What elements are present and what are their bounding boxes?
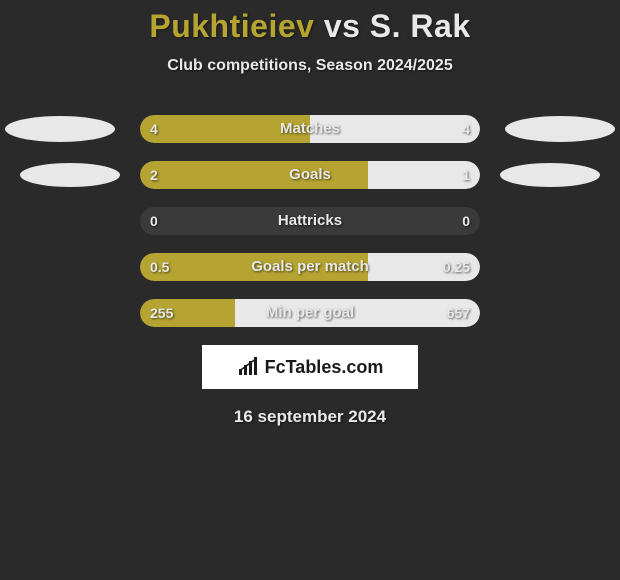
stat-row: Matches 4 4 — [0, 115, 620, 143]
subtitle: Club competitions, Season 2024/2025 — [0, 57, 620, 75]
stat-row: Goals 2 1 — [0, 161, 620, 189]
bar-track: Min per goal — [140, 299, 480, 327]
team-ellipse-left — [5, 116, 115, 142]
logo-box: FcTables.com — [202, 345, 418, 389]
stat-value-left: 0 — [150, 207, 158, 235]
stat-row: Min per goal 255 657 — [0, 299, 620, 327]
bar-track: Hattricks — [140, 207, 480, 235]
logo-text: FcTables.com — [265, 357, 384, 378]
bar-track: Goals per match — [140, 253, 480, 281]
stat-label: Min per goal — [140, 299, 480, 327]
stat-value-right: 0 — [462, 207, 470, 235]
bar-track: Matches — [140, 115, 480, 143]
stat-value-right: 1 — [462, 161, 470, 189]
stats-rows: Matches 4 4 Goals 2 1 Hattricks 0 0 — [0, 115, 620, 327]
stat-label: Hattricks — [140, 207, 480, 235]
stat-row: Hattricks 0 0 — [0, 207, 620, 235]
comparison-infographic: Pukhtieiev vs S. Rak Club competitions, … — [0, 0, 620, 580]
team-ellipse-left — [20, 163, 120, 187]
player1-name: Pukhtieiev — [149, 8, 314, 44]
stat-label: Goals per match — [140, 253, 480, 281]
date: 16 september 2024 — [0, 407, 620, 427]
stat-label: Matches — [140, 115, 480, 143]
title: Pukhtieiev vs S. Rak — [0, 0, 620, 45]
bar-chart-icon — [237, 357, 259, 377]
player2-name: S. Rak — [370, 8, 471, 44]
stat-value-right: 657 — [447, 299, 470, 327]
stat-label: Goals — [140, 161, 480, 189]
team-ellipse-right — [505, 116, 615, 142]
vs-text: vs — [324, 8, 361, 44]
stat-value-right: 4 — [462, 115, 470, 143]
stat-value-left: 2 — [150, 161, 158, 189]
stat-value-left: 4 — [150, 115, 158, 143]
stat-value-left: 0.5 — [150, 253, 169, 281]
stat-row: Goals per match 0.5 0.25 — [0, 253, 620, 281]
stat-value-left: 255 — [150, 299, 173, 327]
team-ellipse-right — [500, 163, 600, 187]
bar-track: Goals — [140, 161, 480, 189]
stat-value-right: 0.25 — [443, 253, 470, 281]
